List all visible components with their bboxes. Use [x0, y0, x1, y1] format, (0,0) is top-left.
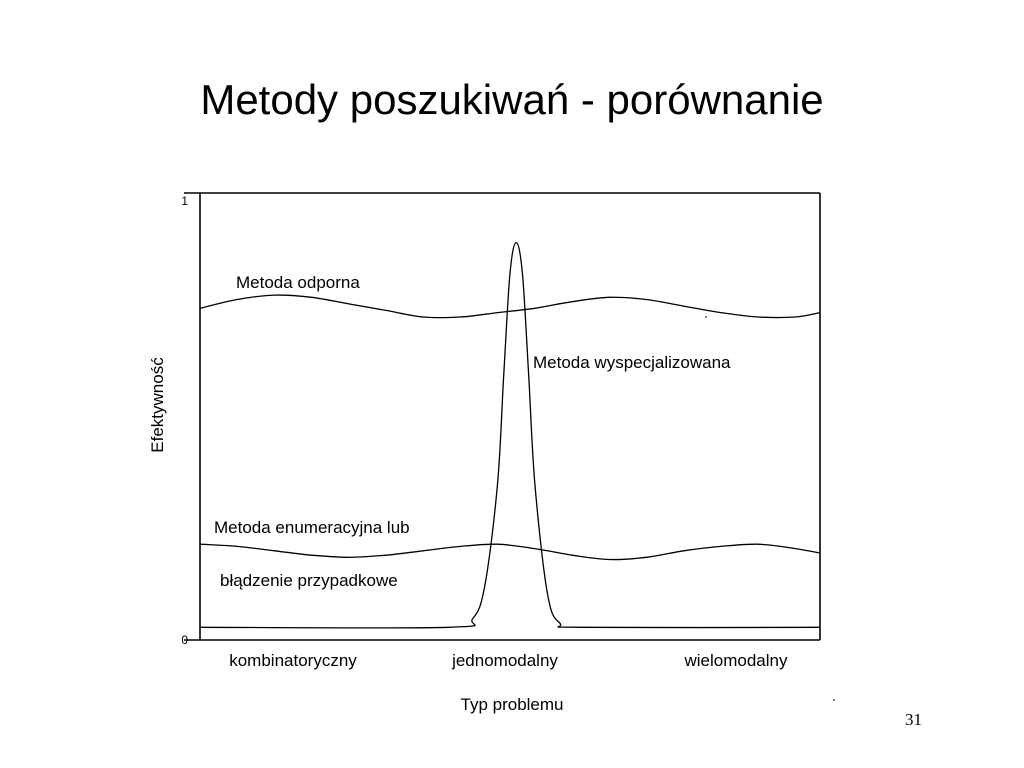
- y-tick-label-1: 1: [181, 194, 188, 208]
- x-axis-title: Typ problemu: [461, 695, 564, 714]
- x-category-label-kombinatoryczny: kombinatoryczny: [229, 651, 357, 670]
- x-category-label-jednomodalny: jednomodalny: [451, 651, 558, 670]
- y-tick-label-0: 0: [181, 633, 188, 647]
- x-category-label-wielomodalny: wielomodalny: [684, 651, 788, 670]
- slide-number: 31: [905, 710, 922, 729]
- plot-area: [184, 192, 821, 641]
- scan-speck: [833, 699, 835, 701]
- series-line-metoda-wyspecjalizowana: [199, 242, 821, 629]
- series-line-metoda-odporna: [199, 294, 821, 319]
- y-axis-title: Efektywność: [148, 357, 167, 453]
- annotation-layer: Metoda odporna Metoda wyspecjalizowana Met…: [214, 273, 731, 590]
- series-line-metoda-enumeracyjna-lub-bladzenie-przypadkowe: [199, 543, 821, 561]
- scan-speck: [705, 316, 707, 318]
- series-layer: [199, 242, 821, 629]
- series-annotation-1-line-1: Metoda odporna: [236, 273, 360, 292]
- series-annotation-3-line-1: Metoda enumeracyjna lub: [214, 518, 410, 537]
- series-annotation-3-line-2: błądzenie przypadkowe: [220, 571, 398, 590]
- slide-title: Metody poszukiwań - porównanie: [200, 76, 824, 123]
- series-annotation-2-line-1: Metoda wyspecjalizowana: [533, 353, 731, 372]
